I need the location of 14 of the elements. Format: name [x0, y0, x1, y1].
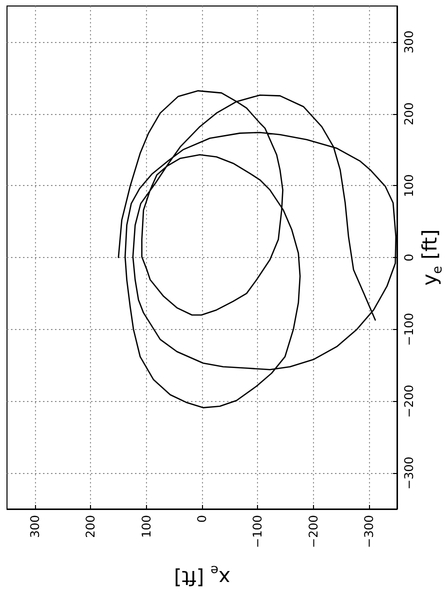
x-tick-label: −300: [362, 515, 376, 548]
x-tick-label: 200: [84, 515, 98, 538]
x-tick-label: 300: [28, 515, 42, 538]
y-tick-label: 300: [402, 30, 416, 54]
y-tick-label: −300: [402, 456, 416, 490]
y-tick-label: 200: [402, 102, 416, 126]
x-tick-label: 0: [195, 515, 209, 523]
x-tick-label: −200: [306, 515, 320, 548]
y-tick-label: 100: [402, 174, 416, 198]
y-tick-label: −200: [402, 384, 416, 418]
x-tick-label: 100: [139, 515, 154, 538]
y-tick-label: −100: [402, 312, 416, 346]
x-tick-label: −100: [250, 515, 265, 548]
y-tick-label: 0: [402, 254, 416, 262]
